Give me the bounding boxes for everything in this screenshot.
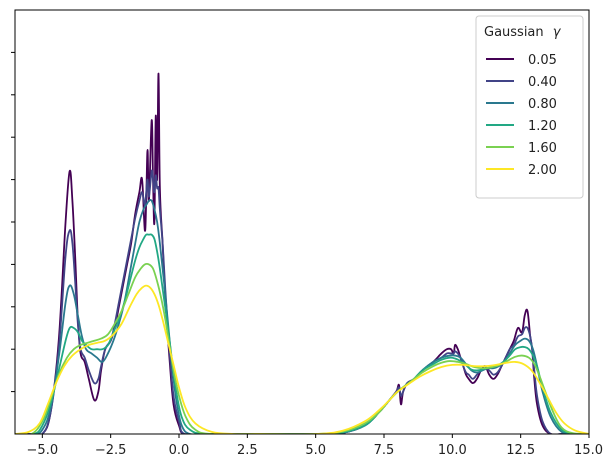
x-axis-ticks: −5.0 −2.5 0.0 2.5 5.0 7.5 10.0 12.5 15.0 — [27, 434, 603, 458]
series-line-2_00 — [15, 284, 589, 434]
series-line-1_20 — [15, 233, 589, 434]
legend-label-0_05: 0.05 — [528, 53, 557, 68]
x-tick-label: 12.5 — [506, 443, 535, 458]
legend-box — [475, 15, 584, 199]
x-tick-label: −2.5 — [95, 443, 127, 458]
legend-entries: 0.05 0.40 0.80 1.20 1.60 2.00 — [486, 53, 557, 178]
legend-title: Gaussian γ — [484, 25, 562, 40]
legend-label-0_40: 0.40 — [528, 75, 557, 90]
series-line-1_60 — [15, 262, 589, 434]
series-line-0_40 — [15, 169, 589, 434]
legend-label-1_20: 1.20 — [528, 119, 557, 134]
x-tick-label: 15.0 — [574, 443, 603, 458]
legend: Gaussian γ 0.05 0.40 0.80 1.20 1.60 2.00 — [475, 15, 584, 199]
x-tick-label: 2.5 — [237, 443, 258, 458]
legend-label-2_00: 2.00 — [528, 163, 557, 178]
x-tick-label: 10.0 — [438, 443, 467, 458]
series-line-0_80 — [15, 199, 589, 434]
legend-label-1_60: 1.60 — [528, 141, 557, 156]
x-tick-label: 0.0 — [169, 443, 190, 458]
legend-label-0_80: 0.80 — [528, 97, 557, 112]
legend-title-text: Gaussian — [484, 25, 544, 40]
x-tick-label: 7.5 — [374, 443, 395, 458]
y-axis-ticks — [11, 51, 15, 393]
x-tick-label: 5.0 — [305, 443, 326, 458]
legend-title-symbol: γ — [553, 25, 562, 40]
x-tick-label: −5.0 — [27, 443, 59, 458]
